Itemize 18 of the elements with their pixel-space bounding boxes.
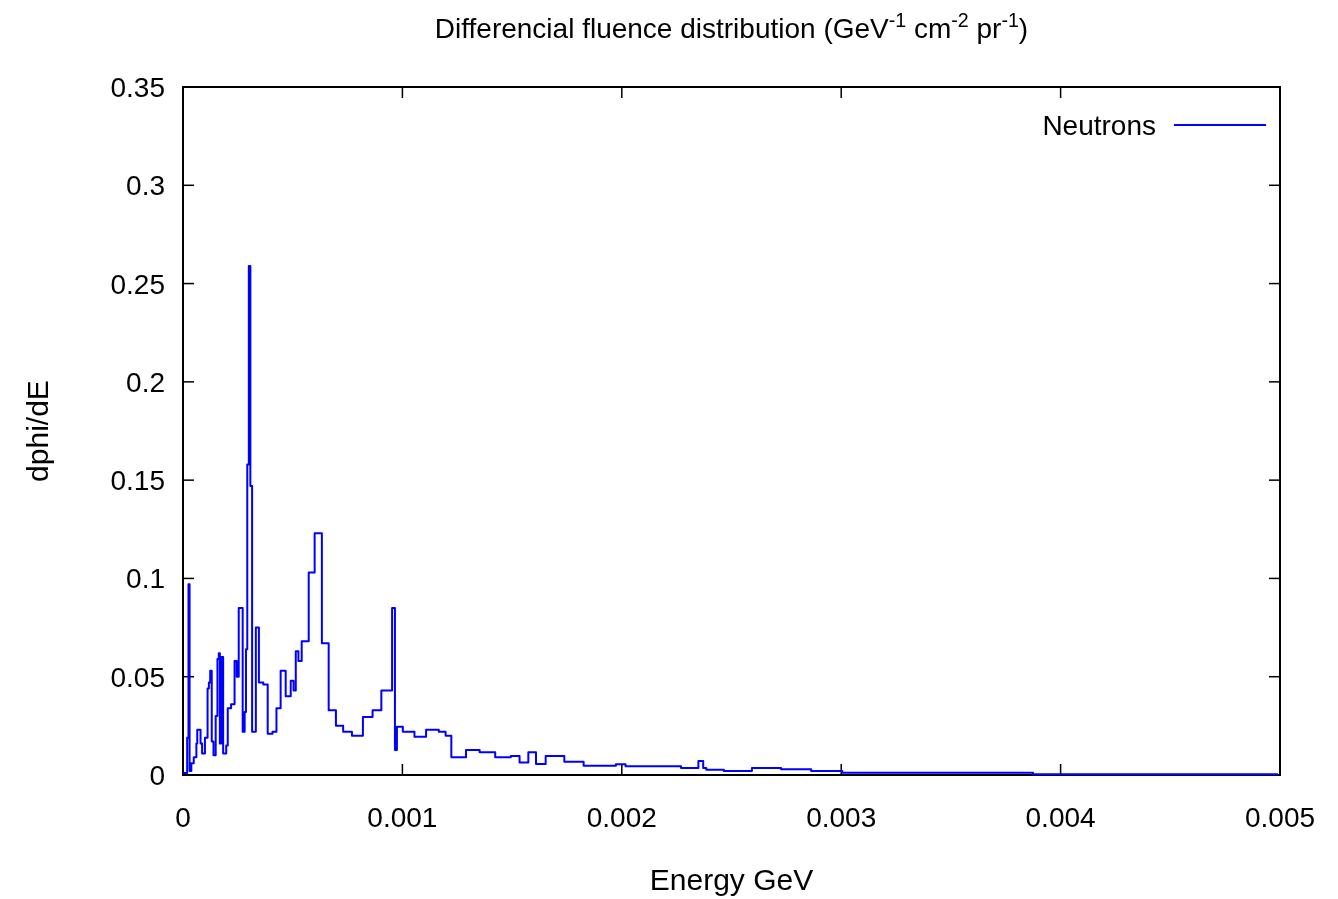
x-tick-label: 0.003 bbox=[806, 802, 877, 833]
y-tick-label: 0.3 bbox=[126, 170, 165, 202]
y-axis-title: dphi/dE bbox=[21, 380, 54, 482]
y-tick-label: 0.05 bbox=[110, 661, 165, 693]
x-tick-label: 0 bbox=[175, 802, 191, 833]
y-tick-label: 0.15 bbox=[110, 465, 165, 497]
x-axis-title: Energy GeV bbox=[649, 863, 814, 896]
x-tick-label: 0.001 bbox=[367, 802, 438, 833]
y-tick-label: 0.25 bbox=[110, 268, 165, 300]
x-tick-label: 0.004 bbox=[1025, 802, 1096, 833]
chart-title: Differencial fluence distribution (GeV$^{-1}$ cm$^{-2}$ pr$^{-1}$) bbox=[434, 9, 1029, 44]
y-tick-label: 0.35 bbox=[110, 72, 165, 103]
legend-label: Neutrons bbox=[1042, 110, 1156, 141]
x-tick-label: 0.002 bbox=[586, 802, 657, 833]
y-tick-label: 0 bbox=[149, 760, 165, 791]
y-tick-label: 0.2 bbox=[126, 366, 165, 398]
x-tick-label: 0.005 bbox=[1244, 802, 1316, 833]
y-tick-label: 0.1 bbox=[126, 563, 165, 595]
